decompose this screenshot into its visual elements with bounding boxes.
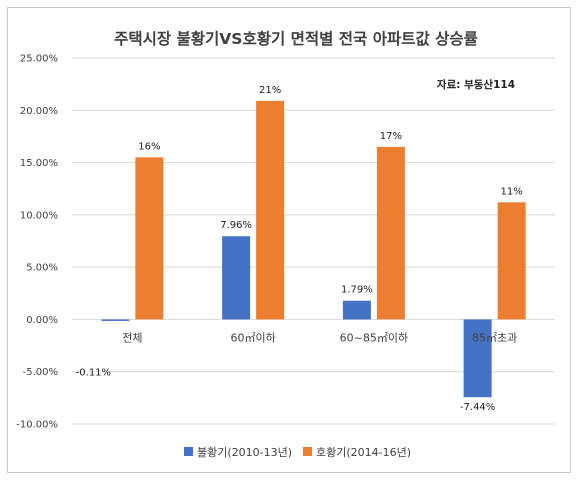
data-label: 11% <box>501 186 523 197</box>
chart-title: 주택시장 불황기VS호황기 면적별 전국 아파트값 상승률 <box>114 29 478 48</box>
category-label: 60~85㎡이하 <box>340 330 408 344</box>
y-tick-label: -10.00% <box>16 420 58 431</box>
bar-series-1 <box>342 300 371 320</box>
source-note: 자료: 부동산114 <box>437 78 515 91</box>
bar-series-1 <box>101 319 130 321</box>
y-tick-label: 25.00% <box>20 54 58 65</box>
bar-series-1 <box>463 319 492 398</box>
data-label: -7.44% <box>460 402 495 413</box>
y-tick-label: 15.00% <box>20 158 58 169</box>
category-label: 85㎡초과 <box>472 331 517 344</box>
legend-label-series-1: 불황기(2010-13년) <box>197 446 292 459</box>
data-label: 21% <box>259 85 281 96</box>
bar-series-2 <box>135 157 164 320</box>
data-label: -0.11% <box>76 367 111 378</box>
y-tick-label: -5.00% <box>23 367 58 378</box>
bar-series-1 <box>222 236 251 320</box>
category-labels: 전체 60㎡이하 60~85㎡이하 85㎡초과 <box>122 330 517 344</box>
y-axis-ticks: 25.00% 20.00% 15.00% 10.00% 5.00% 0.00% -5.00%… <box>16 54 58 431</box>
bar-series-2 <box>256 100 285 320</box>
legend: 불황기(2010-13년) 호황기(2014-16년) <box>184 446 411 459</box>
y-tick-label: 10.00% <box>20 210 58 221</box>
bar-series-2 <box>376 146 405 320</box>
bars <box>101 100 526 398</box>
category-label: 전체 <box>122 331 142 344</box>
data-labels: -0.11% 16% 7.96% 21% 1.79% 17% -7.44% 11% <box>76 85 523 413</box>
category-label: 60㎡이하 <box>231 330 276 344</box>
bar-series-2 <box>497 202 526 320</box>
data-label: 7.96% <box>220 220 252 231</box>
legend-swatch-series-2 <box>303 447 312 456</box>
legend-swatch-series-1 <box>184 447 193 456</box>
data-label: 17% <box>380 131 402 142</box>
legend-label-series-2: 호황기(2014-16년) <box>316 446 411 459</box>
y-tick-label: 20.00% <box>20 106 58 117</box>
y-tick-label: 5.00% <box>26 263 58 274</box>
data-label: 1.79% <box>341 285 373 296</box>
data-label: 16% <box>138 141 160 152</box>
y-tick-label: 0.00% <box>26 315 58 326</box>
